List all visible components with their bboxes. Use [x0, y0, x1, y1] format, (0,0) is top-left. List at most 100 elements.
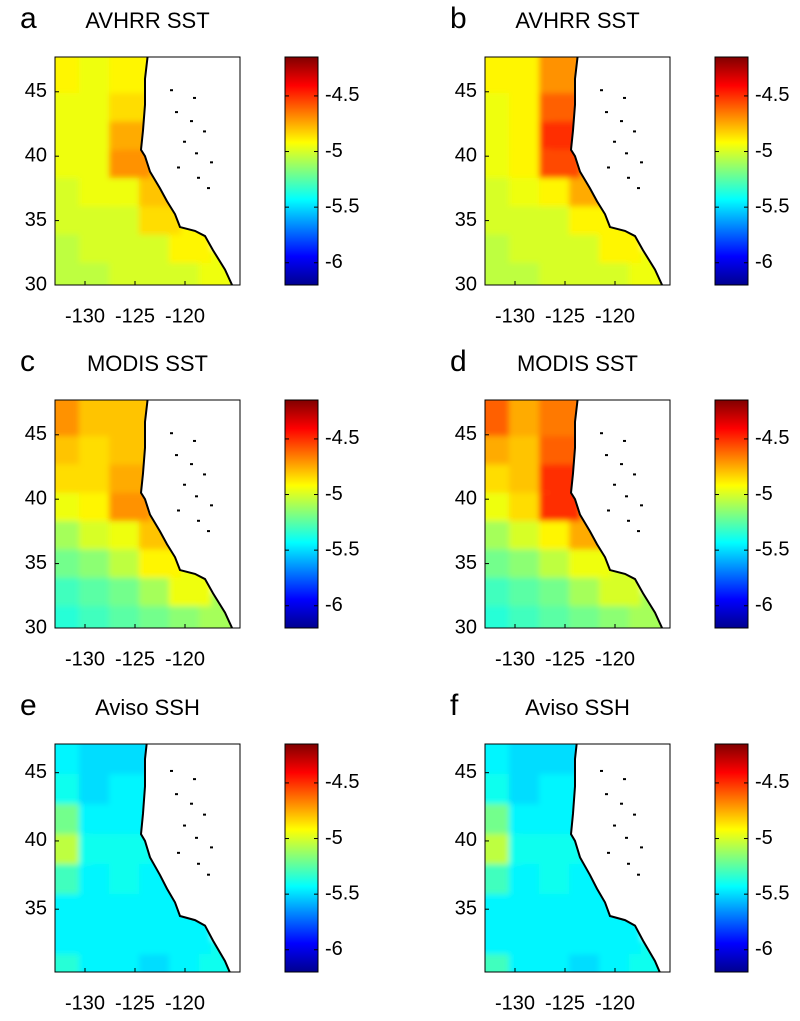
- y-tick-label: 35: [25, 209, 47, 231]
- lake: [210, 846, 213, 849]
- lake: [605, 111, 608, 114]
- lake: [170, 432, 173, 435]
- panel-letter: d: [450, 345, 467, 378]
- panel: c MODIS SST -130 -125 -120 30 35 40 45 -6 -5.5 -5 -4…: [20, 345, 359, 670]
- map-area: [55, 744, 240, 972]
- panel-letter: c: [20, 345, 35, 378]
- lake: [175, 793, 178, 796]
- map-frame: [54, 399, 241, 629]
- lake: [607, 166, 610, 169]
- lake: [197, 862, 200, 865]
- colorbar: [714, 743, 749, 973]
- y-tick-label: 35: [455, 552, 477, 574]
- map-frame: [484, 743, 671, 973]
- x-tick-label: -125: [115, 648, 155, 670]
- lake: [175, 454, 178, 457]
- colorbar-tick-label: -4.5: [325, 84, 359, 106]
- colorbar-tick-label: -5: [755, 140, 773, 162]
- lake: [613, 140, 616, 143]
- lake: [195, 836, 198, 839]
- lake: [600, 432, 603, 435]
- colorbar-tick-label: -5.5: [325, 538, 359, 560]
- lake: [600, 769, 603, 772]
- map-area: [55, 400, 240, 628]
- lake: [203, 473, 206, 476]
- y-tick-label: 40: [25, 829, 47, 851]
- map-frame: [484, 399, 671, 629]
- y-tick-label: 45: [455, 423, 477, 445]
- y-tick-label: 35: [25, 552, 47, 574]
- map-area: [55, 57, 240, 285]
- colorbar-tick-label: -5: [755, 827, 773, 849]
- panel-title: Aviso SSH: [525, 695, 630, 720]
- lake: [623, 439, 626, 442]
- lake: [207, 187, 210, 190]
- x-tick-label: -125: [115, 305, 155, 327]
- colorbar: [714, 399, 749, 629]
- map-area: [485, 744, 670, 972]
- colorbar-tick-label: -5.5: [755, 538, 789, 560]
- panel-letter: b: [450, 2, 467, 35]
- land: [139, 57, 240, 285]
- lake: [605, 454, 608, 457]
- colorbar: [284, 743, 319, 973]
- lake: [620, 120, 623, 123]
- lake: [607, 851, 610, 854]
- colorbar-tick-label: -5: [325, 483, 343, 505]
- colorbar: [284, 56, 319, 286]
- lake: [170, 89, 173, 92]
- lake: [195, 495, 198, 498]
- lake: [613, 483, 616, 486]
- map-frame: [54, 56, 241, 286]
- lake: [177, 851, 180, 854]
- colorbar-tick-label: -6: [325, 594, 343, 616]
- lake: [203, 130, 206, 133]
- lake: [620, 463, 623, 466]
- colorbar-tick-label: -5: [325, 827, 343, 849]
- lake: [177, 509, 180, 512]
- panel-title: MODIS SST: [87, 351, 208, 376]
- cells: [485, 400, 670, 628]
- y-tick-label: 35: [455, 897, 477, 919]
- lake: [625, 836, 628, 839]
- lake: [193, 778, 196, 781]
- colorbar-tick-label: -4.5: [325, 427, 359, 449]
- land: [569, 57, 670, 285]
- lake: [633, 130, 636, 133]
- y-tick-label: 40: [25, 144, 47, 166]
- lake: [175, 111, 178, 114]
- lake: [193, 96, 196, 99]
- lake: [613, 824, 616, 827]
- y-tick-label: 35: [25, 897, 47, 919]
- colorbar: [714, 56, 749, 286]
- lake: [633, 473, 636, 476]
- y-tick-label: 45: [25, 761, 47, 783]
- lake: [210, 504, 213, 507]
- x-tick-label: -130: [65, 305, 105, 327]
- land: [569, 744, 670, 972]
- lake: [637, 530, 640, 533]
- cells: [55, 400, 240, 628]
- lake: [600, 89, 603, 92]
- colorbar-tick-label: -5.5: [325, 195, 359, 217]
- map-frame: [484, 56, 671, 286]
- y-tick-label: 40: [455, 487, 477, 509]
- lake: [183, 824, 186, 827]
- lake: [195, 152, 198, 155]
- x-tick-label: -130: [495, 992, 535, 1014]
- lake: [190, 120, 193, 123]
- lake: [207, 530, 210, 533]
- lake: [623, 96, 626, 99]
- map-frame: [54, 743, 241, 973]
- lake: [625, 152, 628, 155]
- colorbar-tick-label: -4.5: [325, 771, 359, 793]
- x-tick-label: -130: [65, 992, 105, 1014]
- x-tick-label: -120: [165, 992, 205, 1014]
- lake: [183, 140, 186, 143]
- panel-letter: e: [20, 689, 37, 722]
- x-tick-label: -120: [595, 305, 635, 327]
- x-tick-label: -120: [165, 305, 205, 327]
- colorbar: [284, 399, 319, 629]
